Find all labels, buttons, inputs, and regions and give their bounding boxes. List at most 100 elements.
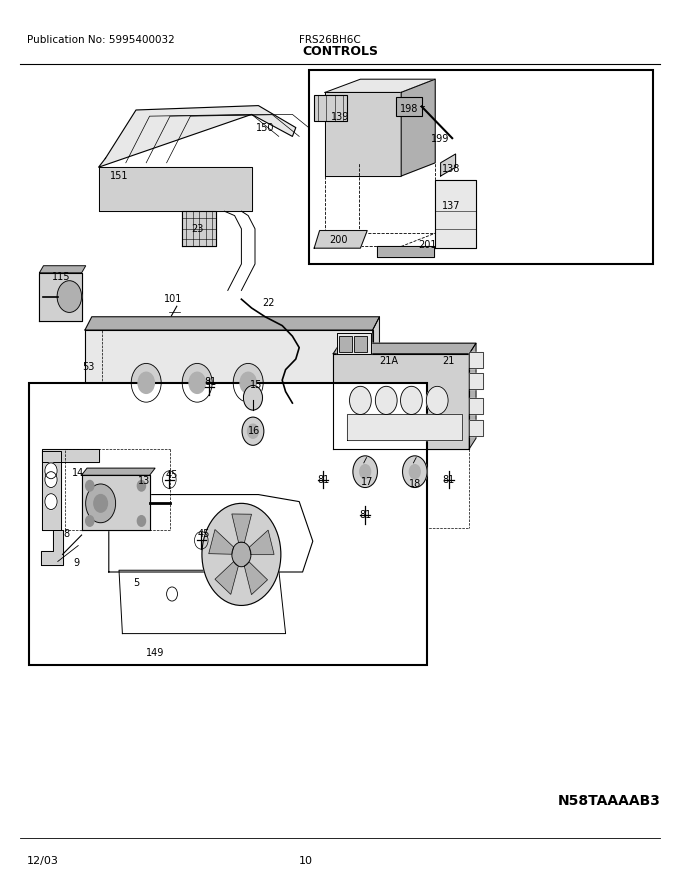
Text: 16: 16 — [248, 426, 260, 436]
Polygon shape — [373, 317, 379, 436]
Circle shape — [45, 463, 57, 479]
Text: 45: 45 — [198, 529, 210, 539]
Bar — [339, 336, 352, 352]
Polygon shape — [333, 343, 476, 354]
Circle shape — [243, 385, 262, 410]
Text: 53: 53 — [82, 362, 95, 372]
Text: FRS26BH6C: FRS26BH6C — [299, 34, 361, 45]
Polygon shape — [469, 420, 483, 436]
Circle shape — [167, 587, 177, 601]
Text: 5: 5 — [133, 577, 139, 588]
Polygon shape — [209, 530, 234, 554]
Polygon shape — [99, 106, 296, 167]
Polygon shape — [249, 530, 274, 554]
Text: 14: 14 — [72, 468, 84, 479]
Circle shape — [131, 363, 161, 402]
Polygon shape — [435, 180, 476, 248]
Circle shape — [242, 417, 264, 445]
Circle shape — [45, 494, 57, 510]
Bar — [314, 95, 347, 121]
Circle shape — [86, 516, 94, 526]
Circle shape — [426, 386, 448, 414]
Circle shape — [137, 480, 146, 491]
Text: 22: 22 — [262, 297, 275, 308]
Polygon shape — [82, 475, 150, 530]
Circle shape — [409, 465, 420, 479]
Text: 17: 17 — [361, 477, 373, 488]
Text: 81: 81 — [360, 510, 372, 520]
Text: 198: 198 — [399, 104, 418, 114]
Circle shape — [248, 424, 258, 438]
Circle shape — [94, 495, 107, 512]
Circle shape — [45, 472, 57, 488]
Circle shape — [138, 372, 154, 393]
Text: 199: 199 — [431, 134, 450, 144]
Circle shape — [86, 484, 116, 523]
Text: Publication No: 5995400032: Publication No: 5995400032 — [27, 34, 175, 45]
Polygon shape — [314, 231, 367, 248]
Text: 9: 9 — [73, 558, 80, 568]
Polygon shape — [109, 495, 313, 572]
Circle shape — [350, 386, 371, 414]
Text: 81: 81 — [443, 475, 455, 486]
Circle shape — [189, 372, 205, 393]
Circle shape — [233, 363, 263, 402]
Text: 21: 21 — [443, 356, 455, 366]
Circle shape — [137, 516, 146, 526]
Text: 139: 139 — [330, 112, 350, 122]
Text: 21A: 21A — [379, 356, 398, 366]
Circle shape — [353, 456, 377, 488]
Polygon shape — [182, 211, 216, 246]
Text: 18: 18 — [409, 479, 421, 489]
Text: 200: 200 — [329, 235, 348, 246]
Text: 45: 45 — [166, 470, 178, 480]
Bar — [354, 336, 367, 352]
Polygon shape — [42, 449, 99, 462]
Text: 13: 13 — [138, 476, 150, 487]
Polygon shape — [325, 92, 401, 176]
Polygon shape — [39, 266, 86, 273]
Polygon shape — [244, 561, 267, 595]
Circle shape — [232, 542, 251, 567]
Text: CONTROLS: CONTROLS — [302, 45, 378, 57]
Polygon shape — [232, 514, 252, 543]
Polygon shape — [85, 422, 379, 436]
Polygon shape — [82, 468, 155, 475]
Polygon shape — [347, 414, 462, 440]
Polygon shape — [325, 79, 435, 92]
Polygon shape — [377, 246, 434, 257]
Text: 23: 23 — [191, 224, 203, 234]
Text: 12/03: 12/03 — [27, 855, 59, 866]
Circle shape — [401, 386, 422, 414]
Text: 101: 101 — [164, 294, 183, 304]
Bar — [309, 70, 653, 264]
Polygon shape — [215, 561, 238, 594]
Circle shape — [375, 386, 397, 414]
Polygon shape — [469, 398, 483, 414]
Polygon shape — [85, 330, 373, 436]
Text: 151: 151 — [109, 171, 129, 181]
Circle shape — [360, 465, 371, 479]
Polygon shape — [99, 167, 252, 211]
Polygon shape — [39, 273, 82, 321]
Polygon shape — [42, 451, 61, 530]
Text: 8: 8 — [63, 529, 70, 539]
Text: 137: 137 — [442, 201, 461, 211]
Bar — [29, 383, 427, 665]
Polygon shape — [85, 317, 379, 330]
Polygon shape — [119, 570, 286, 634]
Circle shape — [57, 281, 82, 312]
Text: 201: 201 — [418, 239, 437, 250]
Text: 115: 115 — [52, 272, 71, 282]
Text: 10: 10 — [299, 855, 313, 866]
Circle shape — [240, 372, 256, 393]
Text: N58TAAAAB3: N58TAAAAB3 — [558, 794, 660, 808]
Polygon shape — [41, 530, 63, 565]
Polygon shape — [333, 354, 469, 449]
Bar — [396, 97, 422, 116]
Text: 138: 138 — [442, 164, 461, 174]
Text: 15: 15 — [250, 379, 262, 390]
Text: 149: 149 — [146, 648, 165, 658]
Text: 81: 81 — [205, 377, 217, 387]
Polygon shape — [469, 352, 483, 368]
